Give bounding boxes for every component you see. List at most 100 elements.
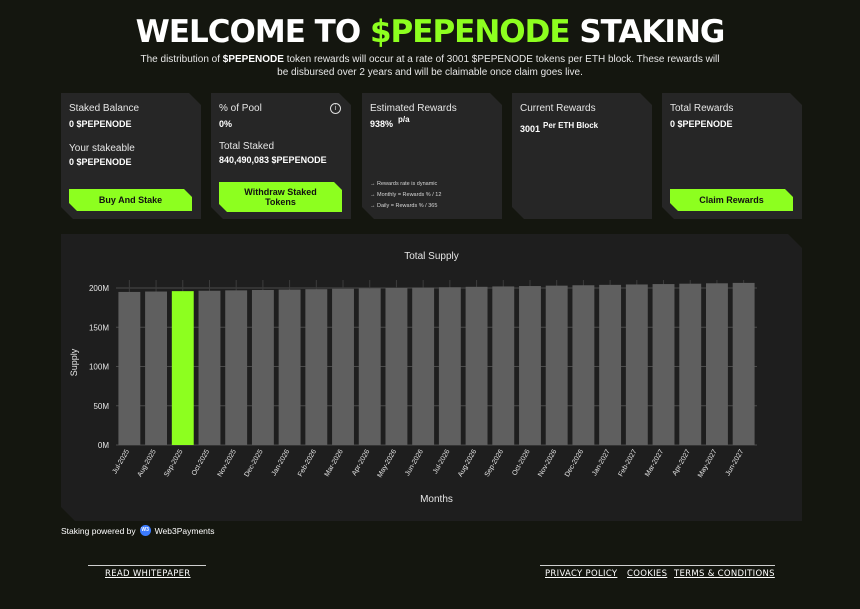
x-tick-label: Mar-2027 xyxy=(644,448,665,478)
x-tick-label: Feb-2027 xyxy=(617,448,638,478)
bar-Oct-2026 xyxy=(519,286,541,445)
y-tick-label: 100M xyxy=(89,363,109,372)
x-tick-label: Jul-2026 xyxy=(432,448,452,475)
x-tick-label: Jul-2025 xyxy=(112,448,132,475)
total-supply-chart-panel: Total Supply 0M 50M 100M 150M 200M Jul-2025 Au… xyxy=(61,234,802,521)
footer-divider-right xyxy=(540,565,775,566)
x-tick-label: Aug-2025 xyxy=(137,448,158,478)
bar-Jul-2026 xyxy=(439,287,461,445)
pool-percent-value: 0% xyxy=(219,119,233,129)
info-icon[interactable]: i xyxy=(330,103,341,114)
estimated-rewards-card: Estimated Rewards 938% p/a → Rewards rat… xyxy=(362,93,502,219)
bar-Nov-2026 xyxy=(546,286,568,445)
current-rewards-unit: Per ETH Block xyxy=(543,121,599,130)
pool-percent-label: % of Pool xyxy=(219,103,262,114)
powered-text: Staking powered by xyxy=(61,525,136,536)
note-dynamic: → Rewards rate is dynamic xyxy=(370,181,438,187)
x-tick-label: Mar-2026 xyxy=(324,448,345,478)
bar-May-2027 xyxy=(706,283,728,445)
page-title: WELCOME TO $PEPENODE STAKING xyxy=(0,14,860,50)
bar-Sep-2026 xyxy=(492,286,514,445)
current-rewards-label: Current Rewards xyxy=(520,103,596,114)
x-tick-label: Dec-2026 xyxy=(564,448,585,478)
x-tick-label: Sep-2026 xyxy=(484,448,505,478)
x-tick-label: Nov-2025 xyxy=(217,448,238,478)
current-rewards-card: Current Rewards 3001 Per ETH Block xyxy=(512,93,652,219)
total-rewards-value: 0 $PEPENODE xyxy=(670,119,733,129)
y-axis-label: Supply xyxy=(69,348,79,376)
total-staked-label: Total Staked xyxy=(219,141,275,152)
bar-Jan-2027 xyxy=(599,285,621,445)
bar-Jun-2027 xyxy=(733,283,755,445)
total-rewards-label: Total Rewards xyxy=(670,103,734,114)
terms-link[interactable]: TERMS & CONDITIONS xyxy=(674,569,775,579)
bar-Apr-2026 xyxy=(359,288,381,445)
x-axis-label: Months xyxy=(420,494,453,505)
bar-Dec-2026 xyxy=(572,285,594,445)
note-monthly: → Monthly = Rewards % / 12 xyxy=(370,192,442,198)
bar-Apr-2027 xyxy=(679,284,701,445)
x-tick-label: Jun-2027 xyxy=(725,448,746,477)
buy-and-stake-button[interactable]: Buy And Stake xyxy=(69,189,192,211)
note-daily: → Daily = Rewards % / 365 xyxy=(370,203,438,209)
total-rewards-card: Total Rewards 0 $PEPENODE Claim Rewards xyxy=(662,93,802,219)
powered-brand[interactable]: Web3Payments xyxy=(154,525,215,536)
x-tick-label: Aug-2026 xyxy=(457,448,478,478)
x-tick-label: Apr-2027 xyxy=(672,448,693,477)
title-part1: WELCOME TO xyxy=(135,14,370,50)
x-tick-label: Nov-2026 xyxy=(537,448,558,478)
stakeable-value: 0 $PEPENODE xyxy=(69,157,132,167)
withdraw-staked-button[interactable]: Withdraw Staked Tokens xyxy=(219,182,342,212)
current-rewards-value: 3001 xyxy=(520,124,541,134)
y-tick-label: 0M xyxy=(98,441,109,450)
read-whitepaper-link[interactable]: READ WHITEPAPER xyxy=(105,569,191,579)
stakeable-label: Your stakeable xyxy=(69,143,135,154)
bar-Dec-2025 xyxy=(252,290,274,445)
x-tick-label: Oct-2025 xyxy=(191,448,212,477)
chart-title: Total Supply xyxy=(404,251,459,262)
privacy-policy-link[interactable]: PRIVACY POLICY xyxy=(545,569,618,579)
x-tick-label: Jan-2026 xyxy=(271,448,292,477)
staked-balance-label: Staked Balance xyxy=(69,103,140,114)
desc-text-2: token rewards will occur at a rate of 30… xyxy=(277,54,720,78)
staked-balance-value: 0 $PEPENODE xyxy=(69,119,132,129)
y-tick-label: 50M xyxy=(93,402,109,411)
staked-balance-card: Staked Balance 0 $PEPENODE Your stakeabl… xyxy=(61,93,201,219)
bar-Sep-2025 xyxy=(172,291,194,445)
bar-May-2026 xyxy=(385,288,407,445)
pool-card: % of Pool i 0% Total Staked 840,490,083 … xyxy=(211,93,351,219)
page-description: The distribution of $PEPENODE token rewa… xyxy=(135,53,725,79)
cookies-link[interactable]: COOKIES xyxy=(627,569,668,579)
powered-by: Staking powered by W3 Web3Payments xyxy=(61,525,215,536)
total-staked-value: 840,490,083 $PEPENODE xyxy=(219,155,327,165)
bar-Jan-2026 xyxy=(279,290,301,445)
estimated-rewards-unit: p/a xyxy=(398,115,410,124)
bar-Aug-2025 xyxy=(145,292,167,445)
x-tick-label: Jan-2027 xyxy=(591,448,612,477)
bar-Jun-2026 xyxy=(412,288,434,445)
x-tick-label: May-2026 xyxy=(377,448,399,479)
footer-divider-left xyxy=(88,565,206,566)
x-tick-label: Feb-2026 xyxy=(297,448,318,478)
bar-Oct-2025 xyxy=(199,291,221,445)
x-tick-label: Sep-2025 xyxy=(163,448,184,478)
claim-rewards-button[interactable]: Claim Rewards xyxy=(670,189,793,211)
x-tick-label: May-2027 xyxy=(697,448,719,479)
desc-token: $PEPENODE xyxy=(222,54,284,65)
bar-Aug-2026 xyxy=(466,287,488,445)
x-tick-label: Dec-2025 xyxy=(243,448,264,478)
bar-Mar-2026 xyxy=(332,289,354,445)
web3payments-logo-icon: W3 xyxy=(139,525,151,536)
bar-Nov-2025 xyxy=(225,290,247,445)
estimated-rewards-label: Estimated Rewards xyxy=(370,103,457,114)
bar-Mar-2027 xyxy=(653,284,675,445)
y-tick-label: 150M xyxy=(89,323,109,332)
bar-Feb-2027 xyxy=(626,284,648,445)
y-tick-label: 200M xyxy=(89,284,109,293)
x-tick-label: Jun-2026 xyxy=(404,448,425,477)
estimated-rewards-value: 938% xyxy=(370,119,394,129)
title-accent: $PEPENODE xyxy=(369,14,571,50)
x-tick-label: Apr-2026 xyxy=(351,448,372,477)
bar-Feb-2026 xyxy=(305,289,327,445)
